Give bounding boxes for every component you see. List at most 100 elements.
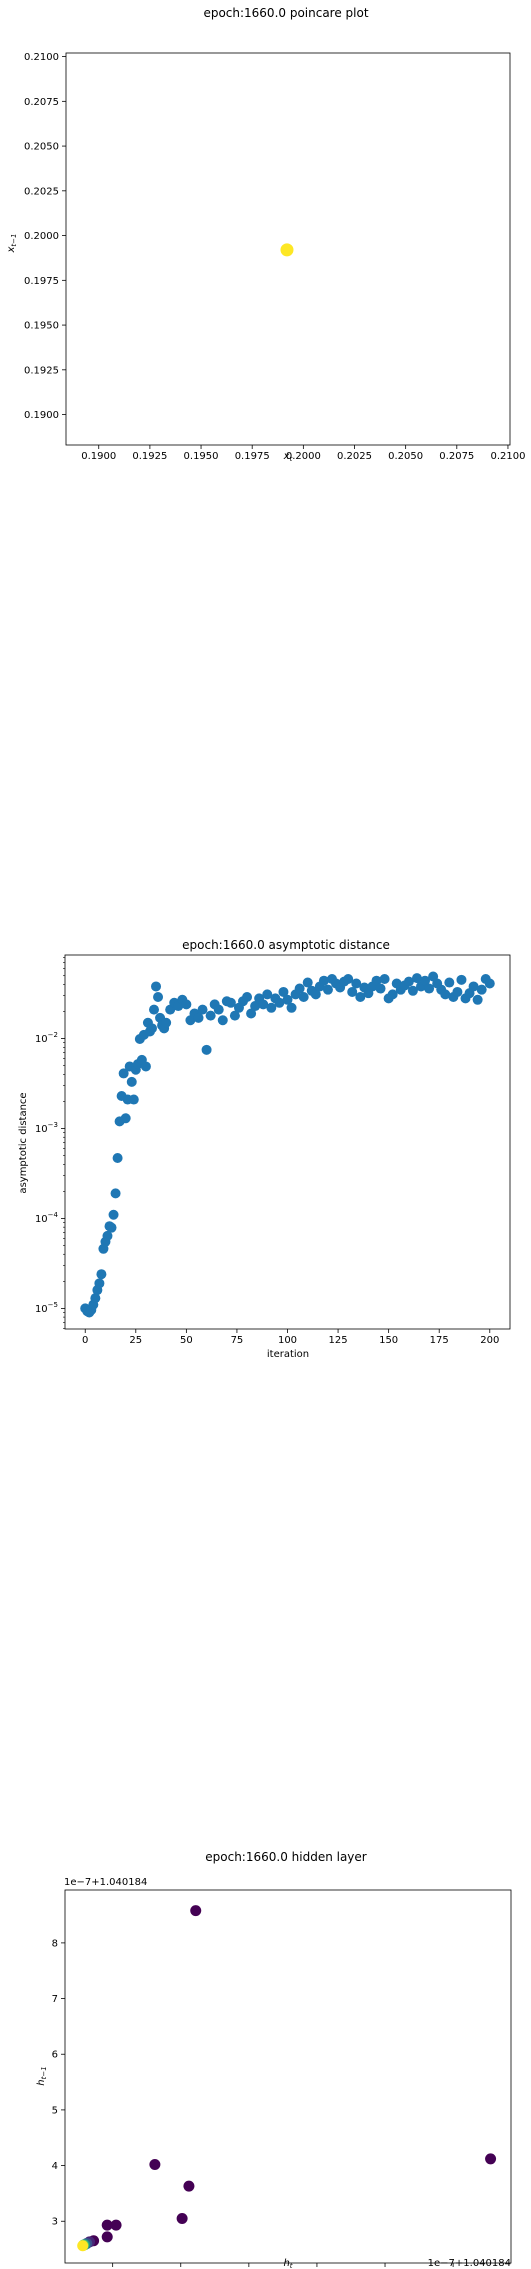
hidden-layer-chart: epoch:1660.0 hidden layer 1e−7+1.040184 …	[36, 1850, 512, 2269]
asymptotic-data-point	[302, 977, 313, 988]
asymptotic-data-point	[96, 1269, 107, 1280]
hidden-layer-data-point	[101, 2219, 113, 2231]
poincare-x-axis-label: xt	[283, 451, 293, 463]
hidden-layer-data-point	[485, 2153, 497, 2165]
asymptotic-data-point	[456, 974, 467, 985]
asymptotic-data-point	[149, 1004, 159, 1015]
poincare-x-tick-label: 0.2075	[439, 451, 474, 462]
asymptotic-data-point	[181, 999, 192, 1010]
hidden-x-axis-label: ht	[283, 2258, 292, 2269]
asymptotic-data-point	[108, 1209, 119, 1220]
asymptotic-data-point	[322, 984, 333, 995]
asymptotic-data-point	[343, 973, 354, 984]
poincare-x-tick-label: 0.1975	[235, 451, 270, 462]
asymptotic-x-tick-label: 25	[129, 1335, 142, 1346]
asymptotic-data-point	[120, 1113, 131, 1124]
asymptotic-data-point	[197, 1004, 208, 1015]
asymptotic-data-point	[375, 983, 386, 994]
poincare-y-tick-label: 0.2075	[24, 97, 59, 108]
asymptotic-data-point	[351, 978, 362, 989]
asymptotic-data-point	[371, 975, 382, 986]
asymptotic-distance-chart: epoch:1660.0 asymptotic distance 0 25 50 75…	[18, 938, 511, 1360]
hidden-y-tick-label: 3	[52, 2217, 58, 2228]
hidden-y-tick-label: 4	[52, 2161, 58, 2172]
poincare-y-tick-label: 0.2100	[24, 52, 59, 63]
asymptotic-data-point	[118, 1068, 129, 1079]
asymptotic-data-point	[161, 1017, 172, 1028]
asymptotic-data-point	[476, 984, 487, 995]
asymptotic-data-point	[146, 1023, 157, 1034]
asymptotic-data-point	[452, 986, 463, 997]
asymptotic-data-point	[213, 1004, 224, 1015]
asymptotic-data-point	[242, 992, 253, 1003]
asymptotic-x-axis-label: iteration	[267, 1349, 309, 1360]
poincare-y-tick-label: 0.2000	[24, 231, 59, 242]
poincare-data-point	[280, 243, 294, 257]
asymptotic-x-tick-label: 75	[231, 1335, 244, 1346]
asymptotic-data-point	[282, 994, 293, 1005]
hidden-layer-data-point	[190, 1905, 202, 1917]
asymptotic-data-point	[151, 981, 162, 992]
asymptotic-data-point	[468, 981, 479, 992]
asymptotic-data-point	[193, 1012, 204, 1023]
poincare-x-tick-label: 0.2000	[286, 451, 321, 462]
asymptotic-distance-title: epoch:1660.0 asymptotic distance	[182, 938, 390, 952]
asymptotic-x-tick-label: 125	[329, 1335, 348, 1346]
asymptotic-data-point	[102, 1230, 113, 1241]
poincare-y-tick-label: 0.2025	[24, 186, 59, 197]
hidden-layer-data-point	[77, 2240, 89, 2252]
asymptotic-data-point	[110, 1188, 121, 1199]
asymptotic-data-point	[355, 992, 366, 1003]
asymptotic-data-point	[294, 983, 305, 994]
hidden-layer-data-point	[183, 2180, 195, 2192]
asymptotic-data-point	[318, 975, 329, 986]
asymptotic-y-axis-label: asymptotic distance	[18, 1092, 29, 1193]
asymptotic-data-point	[217, 1015, 228, 1026]
hidden-layer-title: epoch:1660.0 hidden layer	[205, 1850, 367, 1864]
asymptotic-data-point	[246, 1008, 257, 1019]
poincare-y-tick-label: 0.1900	[24, 410, 59, 421]
hidden-y-tick-label: 8	[52, 1938, 58, 1949]
poincare-y-tick-label: 0.1925	[24, 365, 59, 376]
asymptotic-x-tick-label: 200	[480, 1335, 499, 1346]
hidden-y-axis-label: ht−1	[36, 2066, 48, 2085]
asymptotic-x-tick-label: 0	[82, 1335, 88, 1346]
poincare-plot-title: epoch:1660.0 poincare plot	[203, 6, 368, 20]
asymptotic-data-point	[266, 1002, 277, 1013]
asymptotic-data-point	[140, 1061, 151, 1072]
asymptotic-distance-frame	[64, 954, 511, 1330]
asymptotic-data-point	[444, 977, 455, 988]
asymptotic-data-point	[420, 975, 431, 986]
poincare-x-tick-label: 0.2050	[388, 451, 423, 462]
asymptotic-data-point	[411, 973, 422, 984]
asymptotic-data-point	[472, 994, 483, 1005]
asymptotic-data-point	[153, 992, 164, 1003]
asymptotic-data-point	[126, 1076, 137, 1087]
poincare-y-tick-label: 0.1975	[24, 276, 59, 287]
hidden-layer-data-point	[176, 2212, 188, 2224]
asymptotic-data-point	[484, 978, 495, 989]
asymptotic-data-point	[128, 1094, 139, 1105]
asymptotic-data-point	[106, 1222, 117, 1233]
asymptotic-data-point	[310, 989, 321, 1000]
asymptotic-data-point	[201, 1044, 212, 1055]
asymptotic-data-point	[347, 986, 358, 997]
asymptotic-data-point	[387, 989, 398, 1000]
asymptotic-data-point	[258, 999, 269, 1010]
asymptotic-data-point	[205, 1010, 216, 1021]
asymptotic-data-point	[229, 1010, 240, 1021]
asymptotic-data-point	[112, 1153, 123, 1164]
hidden-layer-data-point	[149, 2158, 161, 2170]
poincare-plot-frame	[65, 52, 511, 446]
poincare-y-axis-label: xt−1	[6, 234, 18, 254]
asymptotic-data-point	[286, 1002, 297, 1013]
asymptotic-x-tick-label: 150	[379, 1335, 398, 1346]
poincare-x-tick-label: 0.1925	[132, 451, 167, 462]
asymptotic-data-point	[424, 983, 435, 994]
hidden-layer-frame	[64, 1889, 512, 2264]
asymptotic-data-point	[403, 976, 414, 987]
hidden-layer-y-offset-label: 1e−7+1.040184	[64, 1877, 147, 1888]
asymptotic-data-point	[90, 1293, 101, 1304]
hidden-layer-data-point	[101, 2231, 113, 2243]
